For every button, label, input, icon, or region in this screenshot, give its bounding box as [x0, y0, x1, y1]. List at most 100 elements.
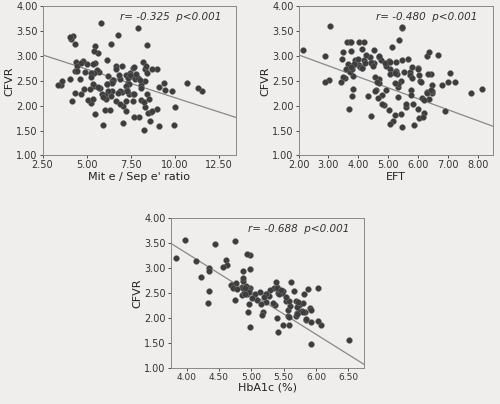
Point — [294, 299, 302, 305]
Point — [88, 96, 96, 102]
Point — [181, 237, 189, 244]
Point — [298, 308, 306, 314]
Y-axis label: CFVR: CFVR — [260, 66, 270, 95]
Point — [278, 286, 285, 293]
Point — [402, 103, 409, 110]
Point — [204, 300, 212, 306]
Point — [228, 282, 236, 288]
Point — [284, 313, 292, 320]
Point — [227, 282, 235, 288]
Point — [103, 56, 111, 63]
Point — [233, 286, 241, 293]
Point — [422, 89, 430, 96]
Point — [360, 39, 368, 46]
Point — [160, 80, 168, 86]
Point — [103, 80, 111, 87]
Point — [114, 32, 122, 38]
Point — [438, 82, 446, 88]
Point — [375, 80, 383, 86]
Point — [375, 54, 383, 60]
Point — [101, 107, 109, 113]
Point — [382, 87, 390, 94]
Point — [400, 68, 408, 75]
Point — [140, 99, 147, 105]
Point — [171, 104, 179, 110]
Point — [279, 322, 287, 328]
Point — [120, 103, 128, 109]
Point — [90, 83, 98, 89]
Point — [258, 311, 266, 318]
Point — [115, 72, 123, 78]
Point — [260, 294, 268, 300]
Point — [344, 337, 352, 343]
Point — [138, 81, 145, 88]
Point — [194, 85, 202, 92]
Point — [378, 92, 386, 98]
Point — [96, 84, 104, 91]
Point — [398, 124, 406, 130]
Point — [398, 25, 406, 32]
Point — [138, 84, 145, 91]
Point — [102, 81, 110, 88]
Point — [144, 109, 152, 116]
Point — [130, 114, 138, 120]
Point — [99, 94, 107, 100]
Point — [346, 38, 354, 45]
Point — [67, 35, 75, 42]
Point — [122, 72, 130, 78]
Point — [366, 53, 374, 60]
Point — [146, 118, 154, 124]
Point — [409, 101, 417, 107]
Point — [122, 82, 130, 89]
Point — [416, 78, 424, 84]
Point — [360, 56, 368, 63]
Point — [114, 89, 122, 96]
Point — [272, 279, 280, 285]
Point — [378, 101, 386, 107]
Point — [353, 57, 361, 64]
Point — [98, 20, 106, 26]
Point — [388, 118, 396, 124]
Point — [368, 60, 376, 66]
Point — [262, 299, 270, 305]
Point — [386, 65, 394, 72]
Point — [129, 91, 137, 98]
Point — [391, 69, 399, 76]
Point — [410, 122, 418, 128]
Point — [374, 53, 382, 59]
Point — [364, 93, 372, 99]
Point — [72, 41, 80, 47]
Point — [326, 23, 334, 29]
Point — [145, 95, 153, 102]
Point — [87, 100, 95, 106]
Point — [346, 39, 354, 45]
Point — [276, 291, 283, 298]
Point — [141, 66, 149, 72]
Point — [154, 84, 162, 90]
Point — [129, 64, 137, 71]
Point — [78, 91, 86, 97]
Point — [254, 297, 262, 303]
Point — [246, 285, 254, 291]
Point — [279, 288, 287, 294]
Point — [147, 108, 155, 115]
Point — [414, 65, 422, 72]
Point — [240, 285, 248, 291]
Point — [239, 267, 247, 274]
Point — [375, 76, 383, 82]
Point — [386, 107, 394, 113]
Point — [346, 64, 354, 70]
Point — [374, 95, 382, 101]
Point — [250, 290, 258, 297]
Point — [286, 302, 294, 309]
Point — [274, 329, 282, 335]
Point — [285, 322, 293, 328]
Point — [428, 88, 436, 95]
Point — [308, 307, 316, 314]
Point — [278, 290, 286, 296]
Point — [80, 86, 88, 92]
Point — [192, 257, 200, 264]
Point — [444, 79, 452, 85]
Point — [71, 68, 79, 74]
Point — [57, 82, 65, 88]
